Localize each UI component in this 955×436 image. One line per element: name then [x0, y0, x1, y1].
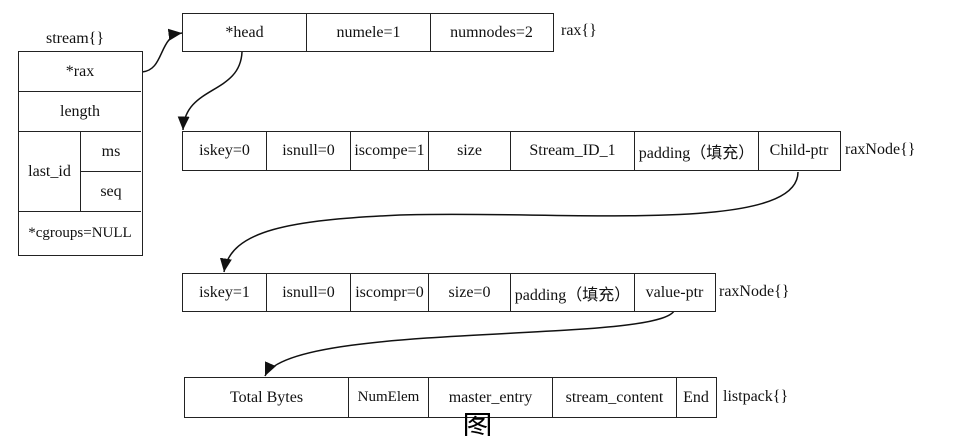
raxnode1-iscompe-field: iscompe=1 [351, 132, 429, 170]
rax-struct-label: rax{} [561, 22, 597, 39]
stream-struct-label: stream{} [46, 30, 105, 47]
arrow-valueptr-to-listpack [264, 307, 676, 377]
raxnode1-iskey-field: iskey=0 [183, 132, 267, 170]
arrow-childptr-to-raxnode2 [219, 171, 799, 273]
raxnode1-label: raxNode{} [845, 141, 916, 158]
stream-last-id-field: last_id [19, 132, 81, 212]
raxnode-1: iskey=0 isnull=0 iscompe=1 size Stream_I… [182, 131, 841, 171]
listpack-struct: Total Bytes NumElem master_entry stream_… [184, 377, 717, 418]
raxnode2-value-ptr-field: value-ptr [645, 283, 704, 301]
arrow-head-to-raxnode1 [177, 51, 243, 131]
listpack-master-entry-field: master_entry [429, 378, 553, 417]
raxnode2-isnull-field: isnull=0 [267, 274, 351, 311]
raxnode2-padding-field: padding（填充） [511, 274, 635, 311]
raxnode1-padding-field: padding（填充） [635, 132, 759, 170]
stream-length-field: length [19, 92, 141, 132]
stream-seq-field: seq [81, 172, 141, 212]
rax-head-field: *head [183, 14, 307, 51]
rax-struct: *head numele=1 numnodes=2 [182, 13, 554, 52]
raxnode1-child-ptr-field: Child-ptr [769, 142, 829, 159]
listpack-numelem-field: NumElem [349, 378, 429, 417]
raxnode1-isnull-field: isnull=0 [267, 132, 351, 170]
listpack-stream-content-field: stream_content [553, 378, 677, 417]
raxnode1-size-field: size [429, 132, 511, 170]
stream-cgroups-field: *cgroups=NULL [28, 224, 132, 241]
raxnode1-stream-id-field: Stream_ID_1 [511, 132, 635, 170]
raxnode2-size-field: size=0 [429, 274, 511, 311]
rax-numnodes-field: numnodes=2 [450, 23, 533, 41]
figure-caption: 图 [462, 410, 493, 436]
raxnode2-label: raxNode{} [719, 283, 790, 300]
listpack-total-bytes-field: Total Bytes [185, 378, 349, 417]
raxnode-2: iskey=1 isnull=0 iscompr=0 size=0 paddin… [182, 273, 716, 312]
arrow-rax-to-head [141, 28, 183, 73]
stream-struct: *rax length last_id ms seq *cgroups=NULL [18, 51, 143, 256]
stream-rax-field: *rax [19, 52, 141, 92]
raxnode2-iskey-field: iskey=1 [183, 274, 267, 311]
listpack-label: listpack{} [723, 388, 789, 405]
rax-numele-field: numele=1 [307, 14, 431, 51]
stream-ms-field: ms [81, 132, 141, 172]
listpack-end-field: End [683, 388, 709, 406]
raxnode2-iscompr-field: iscompr=0 [351, 274, 429, 311]
